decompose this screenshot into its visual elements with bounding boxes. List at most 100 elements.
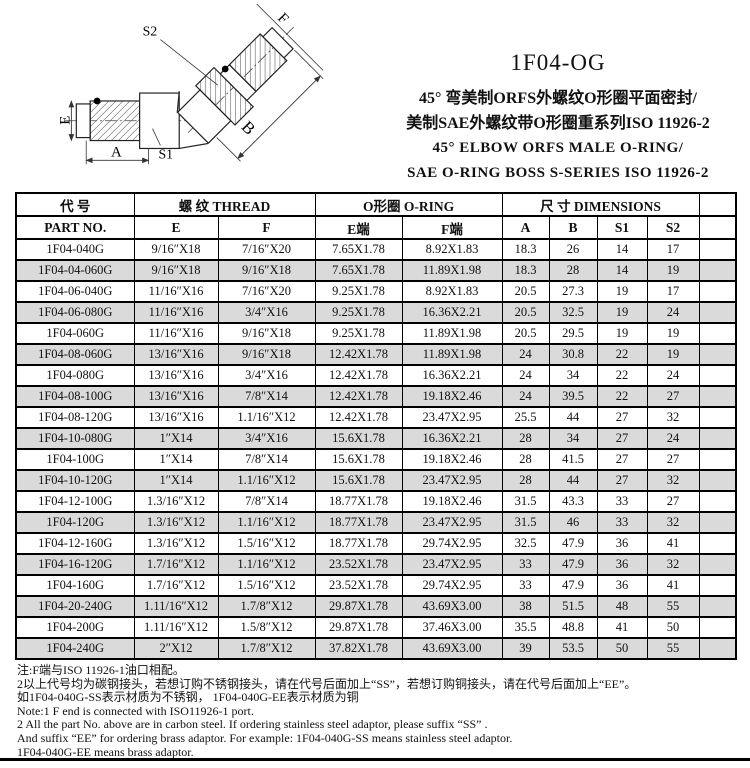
table-cell: 12.42X1.78 [314, 385, 403, 408]
table-cell: 18.77X1.78 [314, 532, 403, 555]
table-cell: 41 [646, 574, 700, 597]
table-cell: 12.42X1.78 [314, 343, 403, 366]
table-cell: 39.5 [548, 385, 598, 408]
table-cell: 32 [646, 469, 700, 492]
table-cell [698, 553, 737, 576]
table-cell: 23.47X2.95 [401, 553, 503, 576]
table-cell: 24 [501, 385, 550, 408]
part-no-cell: 1F04-060G [15, 322, 135, 345]
table-cell: 3/4″X16 [217, 301, 316, 324]
table-row: 1F04-160G 1.7/16″X12 1.5/16″X12 23.52X1.78 2… [15, 574, 737, 597]
table-cell: 46 [548, 511, 598, 534]
table-cell: 1.5/8″X12 [217, 616, 316, 639]
table-row: 1F04-200G 1.11/16″X12 1.5/8″X12 29.87X1.78 3… [15, 616, 737, 639]
footnote-line: Note:1 F end is connected with ISO11926-… [17, 703, 254, 718]
part-no-cell: 1F04-200G [15, 616, 135, 639]
group-header-oring: O形圈 O-RING [314, 192, 503, 217]
table-cell: 37.82X1.78 [314, 637, 403, 660]
table-cell: 47.9 [548, 532, 598, 555]
table-cell: 55 [646, 595, 700, 618]
table-cell: 29.87X1.78 [314, 616, 403, 639]
column-header-B: B [548, 215, 598, 240]
table-cell: 20.5 [501, 280, 550, 303]
table-cell: 1″X14 [133, 427, 219, 450]
table-cell: 43.3 [548, 490, 598, 513]
table-cell: 25.5 [501, 406, 550, 429]
table-cell: 1″X14 [133, 469, 219, 492]
table-cell [698, 343, 737, 366]
table-cell: 1.1/16″X12 [217, 406, 316, 429]
table-cell [698, 448, 737, 471]
table-cell: 13/16″X16 [133, 406, 219, 429]
table-cell: 7.65X1.78 [314, 238, 403, 261]
table-cell: 18.3 [501, 238, 550, 261]
table-cell: 27 [596, 427, 648, 450]
table-cell: 28 [501, 469, 550, 492]
table-row: 1F04-10-080G 1″X14 3/4″X16 15.6X1.78 16.36X2… [15, 427, 737, 450]
table-cell: 34 [548, 427, 598, 450]
table-cell: 23.47X2.95 [401, 406, 503, 429]
table-cell: 19 [596, 322, 648, 345]
table-cell: 41 [596, 616, 648, 639]
column-header-E端: E端 [314, 215, 403, 240]
table-cell: 1″X14 [133, 448, 219, 471]
table-body: 1F04-040G 9/16″X18 7/16″X20 7.65X1.78 8.92X1… [15, 238, 737, 660]
table-cell: 19 [646, 322, 700, 345]
footnote-line: 1F04-040G-EE means brass adaptor. [17, 744, 194, 759]
table-cell: 7/8″X14 [217, 448, 316, 471]
table-cell: 32 [646, 406, 700, 429]
table-cell [698, 322, 737, 345]
title-block: 1F04-OG 45° 弯美制ORFS外螺纹O形圈平面密封/ 美制SAE外螺纹带… [372, 50, 744, 186]
table-cell [698, 595, 737, 618]
table-cell [698, 469, 737, 492]
title-chinese-line2: 美制SAE外螺纹带O形圈重系列ISO 11926-2 [406, 115, 710, 132]
column-header-F端: F端 [401, 215, 503, 240]
table-cell: 50 [596, 637, 648, 660]
table-cell [698, 259, 737, 282]
dim-label-s2: S2 [143, 24, 158, 39]
part-no-cell: 1F04-120G [15, 511, 135, 534]
table-cell: 29.74X2.95 [401, 532, 503, 555]
table-row: 1F04-240G 2″X12 1.7/8″X12 37.82X1.78 43.69X3… [15, 637, 737, 660]
footnote-line: 2 All the part No. above are in carbon s… [17, 717, 488, 732]
table-cell: 9/16″X18 [217, 259, 316, 282]
table-cell [698, 364, 737, 387]
table-cell: 3/4″X16 [217, 364, 316, 387]
table-cell: 1.3/16″X12 [133, 532, 219, 555]
table-cell: 19.18X2.46 [401, 448, 503, 471]
table-cell: 7/16″X20 [217, 280, 316, 303]
table-cell [698, 637, 737, 660]
table-cell: 27 [646, 385, 700, 408]
table-cell: 8.92X1.83 [401, 238, 503, 261]
table-cell: 11.89X1.98 [401, 259, 503, 282]
part-no-cell: 1F04-16-120G [15, 553, 135, 576]
spec-table: 代 号 螺 纹 THREAD O形圈 O-RING 尺 寸 DIMENSIONS… [15, 192, 738, 660]
table-cell: 43.69X3.00 [401, 595, 503, 618]
technical-drawing-45-elbow: B F E A S1 S2 [57, 4, 324, 165]
table-cell: 9.25X1.78 [314, 301, 403, 324]
table-cell: 15.6X1.78 [314, 448, 403, 471]
table-row: 1F04-040G 9/16″X18 7/16″X20 7.65X1.78 8.92X1… [15, 238, 737, 261]
table-row: 1F04-06-080G 11/16″X16 3/4″X16 9.25X1.78 16.… [15, 301, 737, 324]
table-group-header-row: 代 号 螺 纹 THREAD O形圈 O-RING 尺 寸 DIMENSIONS [15, 192, 737, 217]
table-cell: 47.9 [548, 553, 598, 576]
table-cell [698, 532, 737, 555]
table-cell: 1.1/16″X12 [217, 553, 316, 576]
table-cell: 24 [646, 301, 700, 324]
table-cell: 34 [548, 364, 598, 387]
table-cell: 19.18X2.46 [401, 490, 503, 513]
table-cell: 19.18X2.46 [401, 385, 503, 408]
column-header-blank [698, 215, 737, 240]
table-cell: 24 [646, 427, 700, 450]
table-cell: 12.42X1.78 [314, 406, 403, 429]
group-header-part: 代 号 [15, 192, 135, 217]
table-cell: 1.11/16″X12 [133, 616, 219, 639]
table-cell: 18.77X1.78 [314, 511, 403, 534]
table-cell: 28 [501, 448, 550, 471]
bottom-rule [0, 758, 750, 761]
table-cell: 41 [646, 532, 700, 555]
table-cell: 44 [548, 469, 598, 492]
table-cell: 1.7/16″X12 [133, 553, 219, 576]
table-cell [698, 280, 737, 303]
